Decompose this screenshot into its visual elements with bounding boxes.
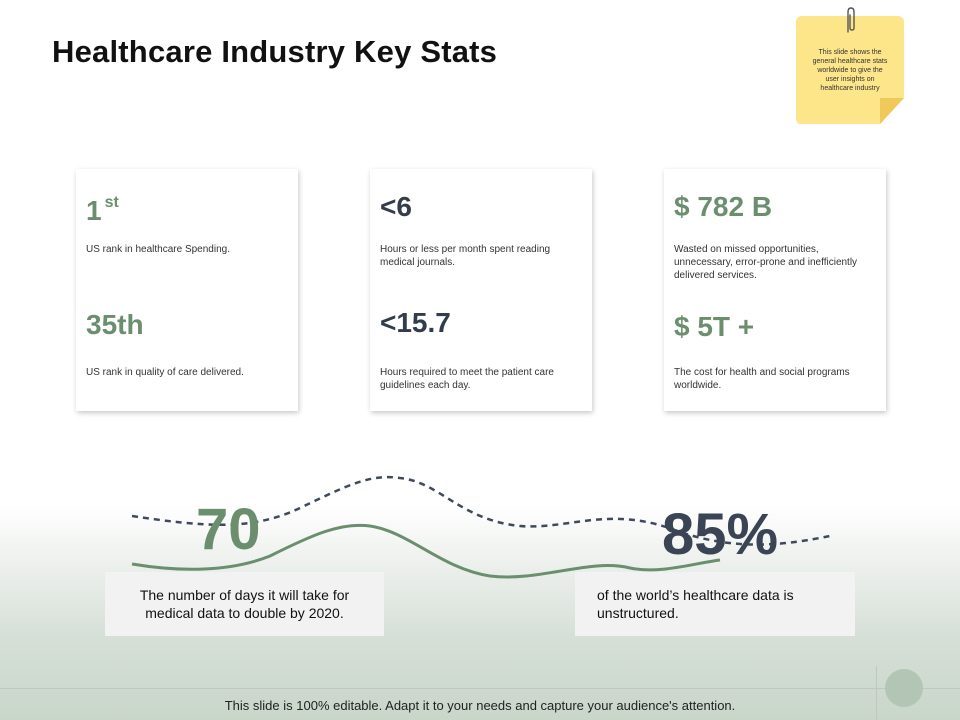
stat-value: 35th	[86, 309, 144, 340]
dashed-wave	[131, 475, 831, 546]
stat-label: US rank in quality of care delivered.	[86, 367, 244, 378]
stat-card-cost: $ 782 B Wasted on missed opportunities, …	[664, 169, 886, 411]
footer-vertical-divider	[876, 666, 877, 720]
highlight-box-days: The number of days it will take for medi…	[105, 572, 384, 636]
stat-label: Hours required to meet the patient care …	[380, 367, 554, 391]
sticky-note-text: This slide shows the general healthcare …	[812, 49, 888, 92]
stat-value: <15.7	[380, 307, 451, 338]
highlight-label: The number of days it will take for medi…	[139, 587, 350, 621]
slide-title: Healthcare Industry Key Stats	[52, 34, 498, 69]
stat-value: $ 782 B	[674, 191, 773, 222]
highlight-value-days: 70	[196, 497, 261, 562]
footer-text: This slide is 100% editable. Adapt it to…	[224, 698, 736, 713]
highlight-label: of the world’s healthcare data is unstru…	[597, 587, 794, 621]
decorative-waves	[131, 475, 831, 579]
stat-value: $ 5T +	[674, 311, 755, 342]
highlight-value-unstructured: 85%	[662, 502, 779, 567]
paperclip-icon	[847, 7, 855, 33]
stat-label: Hours or less per month spent reading me…	[380, 244, 551, 268]
stat-label: The cost for health and social programs …	[674, 367, 850, 391]
footer-divider	[0, 688, 960, 689]
decorative-circle	[885, 669, 923, 707]
solid-wave	[131, 523, 721, 579]
stat-label: Wasted on missed opportunities, unnecess…	[674, 244, 858, 281]
stat-value: <6	[380, 191, 412, 222]
stat-card-hours: <6 Hours or less per month spent reading…	[370, 169, 592, 411]
highlight-box-unstructured: of the world’s healthcare data is unstru…	[575, 572, 855, 636]
stat-label: US rank in healthcare Spending.	[86, 244, 230, 255]
